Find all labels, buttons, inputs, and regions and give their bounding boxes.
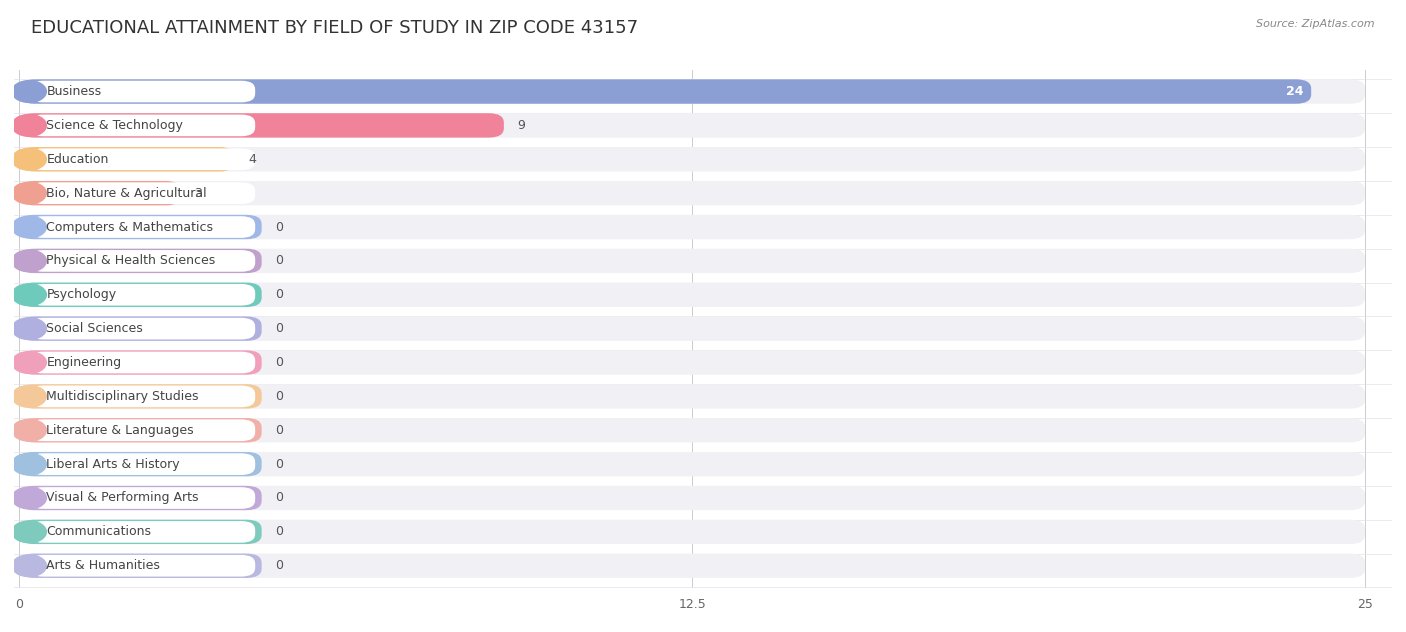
- FancyBboxPatch shape: [20, 554, 262, 578]
- Circle shape: [11, 149, 46, 170]
- Text: 3: 3: [194, 186, 202, 200]
- FancyBboxPatch shape: [30, 487, 256, 509]
- Text: Source: ZipAtlas.com: Source: ZipAtlas.com: [1257, 19, 1375, 29]
- FancyBboxPatch shape: [20, 418, 262, 442]
- Text: Liberal Arts & History: Liberal Arts & History: [46, 458, 180, 471]
- Text: Multidisciplinary Studies: Multidisciplinary Studies: [46, 390, 198, 403]
- Text: Business: Business: [46, 85, 101, 98]
- Text: Literature & Languages: Literature & Languages: [46, 423, 194, 437]
- Text: Computers & Mathematics: Computers & Mathematics: [46, 221, 214, 234]
- FancyBboxPatch shape: [20, 350, 1365, 375]
- FancyBboxPatch shape: [20, 520, 262, 544]
- Text: EDUCATIONAL ATTAINMENT BY FIELD OF STUDY IN ZIP CODE 43157: EDUCATIONAL ATTAINMENT BY FIELD OF STUDY…: [31, 19, 638, 37]
- FancyBboxPatch shape: [20, 350, 262, 375]
- Text: 4: 4: [249, 153, 256, 166]
- Text: 0: 0: [276, 423, 283, 437]
- FancyBboxPatch shape: [20, 147, 1365, 171]
- FancyBboxPatch shape: [20, 249, 1365, 273]
- Text: 0: 0: [276, 288, 283, 301]
- Text: 0: 0: [276, 255, 283, 267]
- FancyBboxPatch shape: [20, 486, 262, 510]
- FancyBboxPatch shape: [20, 418, 1365, 442]
- Text: Education: Education: [46, 153, 108, 166]
- Circle shape: [11, 351, 46, 374]
- FancyBboxPatch shape: [20, 317, 1365, 341]
- Text: Psychology: Psychology: [46, 288, 117, 301]
- Circle shape: [11, 250, 46, 272]
- Text: Arts & Humanities: Arts & Humanities: [46, 559, 160, 572]
- Circle shape: [11, 81, 46, 102]
- Text: 0: 0: [276, 458, 283, 471]
- FancyBboxPatch shape: [30, 318, 256, 339]
- Text: Science & Technology: Science & Technology: [46, 119, 183, 132]
- Text: 0: 0: [276, 525, 283, 538]
- Text: Social Sciences: Social Sciences: [46, 322, 143, 335]
- FancyBboxPatch shape: [20, 520, 1365, 544]
- FancyBboxPatch shape: [30, 555, 256, 576]
- Text: 0: 0: [276, 356, 283, 369]
- Circle shape: [11, 453, 46, 475]
- Circle shape: [11, 114, 46, 137]
- FancyBboxPatch shape: [20, 80, 1365, 104]
- FancyBboxPatch shape: [20, 249, 262, 273]
- FancyBboxPatch shape: [20, 113, 1365, 138]
- FancyBboxPatch shape: [30, 114, 256, 137]
- FancyBboxPatch shape: [30, 284, 256, 306]
- FancyBboxPatch shape: [20, 181, 181, 205]
- Circle shape: [11, 318, 46, 339]
- Text: Communications: Communications: [46, 525, 152, 538]
- Text: 9: 9: [517, 119, 526, 132]
- FancyBboxPatch shape: [20, 486, 1365, 510]
- FancyBboxPatch shape: [30, 216, 256, 238]
- Text: 0: 0: [276, 390, 283, 403]
- Text: Physical & Health Sciences: Physical & Health Sciences: [46, 255, 215, 267]
- Text: Bio, Nature & Agricultural: Bio, Nature & Agricultural: [46, 186, 207, 200]
- Text: 0: 0: [276, 492, 283, 504]
- Circle shape: [11, 284, 46, 306]
- FancyBboxPatch shape: [20, 384, 262, 408]
- FancyBboxPatch shape: [20, 215, 1365, 240]
- FancyBboxPatch shape: [20, 80, 1312, 104]
- FancyBboxPatch shape: [20, 113, 503, 138]
- Circle shape: [11, 420, 46, 441]
- FancyBboxPatch shape: [30, 420, 256, 441]
- Circle shape: [11, 216, 46, 238]
- FancyBboxPatch shape: [20, 147, 235, 171]
- Text: 0: 0: [276, 221, 283, 234]
- Circle shape: [11, 182, 46, 204]
- FancyBboxPatch shape: [20, 283, 1365, 307]
- FancyBboxPatch shape: [20, 215, 262, 240]
- FancyBboxPatch shape: [20, 554, 1365, 578]
- FancyBboxPatch shape: [30, 81, 256, 102]
- FancyBboxPatch shape: [20, 181, 1365, 205]
- Circle shape: [11, 386, 46, 407]
- Circle shape: [11, 521, 46, 543]
- FancyBboxPatch shape: [20, 452, 1365, 477]
- FancyBboxPatch shape: [20, 452, 262, 477]
- FancyBboxPatch shape: [30, 149, 256, 170]
- FancyBboxPatch shape: [30, 386, 256, 407]
- FancyBboxPatch shape: [20, 283, 262, 307]
- FancyBboxPatch shape: [30, 453, 256, 475]
- FancyBboxPatch shape: [30, 351, 256, 374]
- Text: 0: 0: [276, 322, 283, 335]
- FancyBboxPatch shape: [30, 521, 256, 543]
- Text: Visual & Performing Arts: Visual & Performing Arts: [46, 492, 198, 504]
- FancyBboxPatch shape: [30, 182, 256, 204]
- Circle shape: [11, 487, 46, 509]
- Text: 24: 24: [1285, 85, 1303, 98]
- Text: Engineering: Engineering: [46, 356, 121, 369]
- FancyBboxPatch shape: [30, 250, 256, 272]
- Circle shape: [11, 555, 46, 576]
- FancyBboxPatch shape: [20, 317, 262, 341]
- FancyBboxPatch shape: [20, 384, 1365, 408]
- Text: 0: 0: [276, 559, 283, 572]
